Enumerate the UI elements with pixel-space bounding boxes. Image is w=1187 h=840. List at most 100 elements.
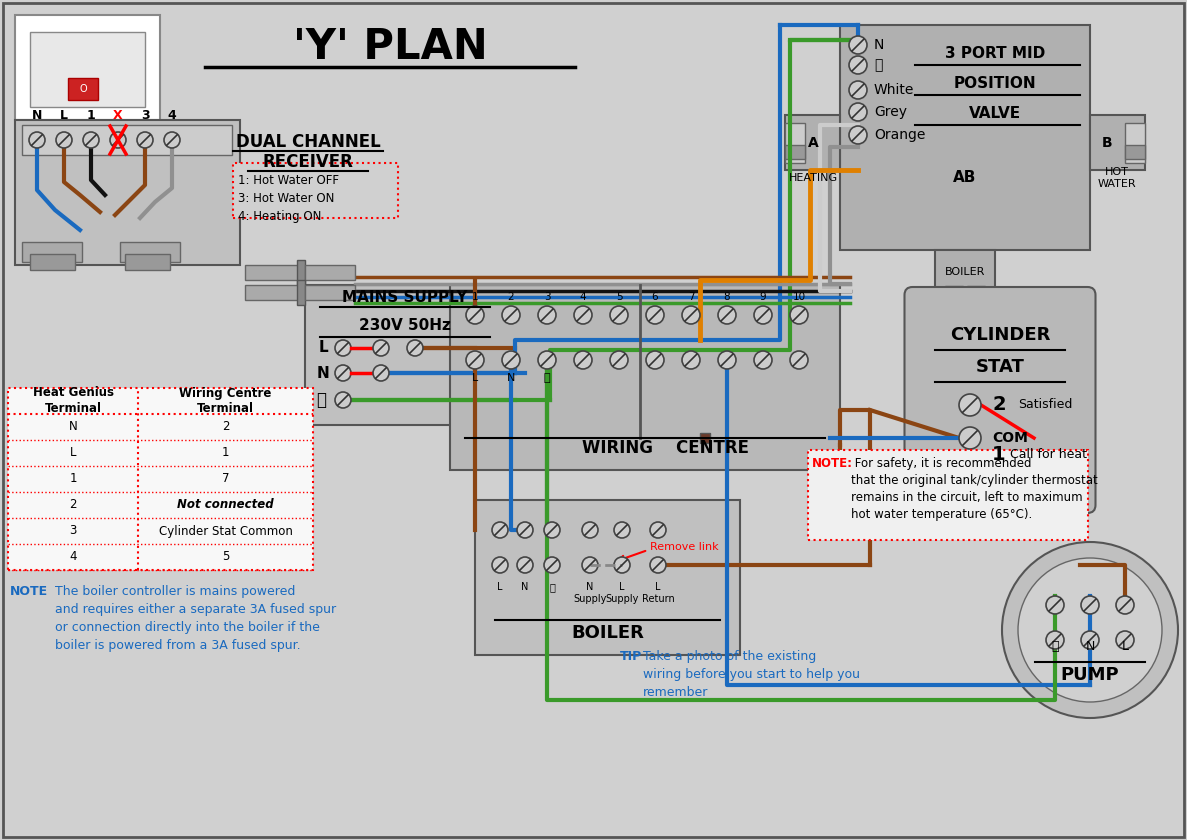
Text: 7: 7 [222,472,229,486]
Text: CYLINDER: CYLINDER [950,326,1050,344]
Circle shape [582,557,598,573]
Text: Call for heat: Call for heat [1010,449,1087,461]
Text: 2: 2 [508,292,514,302]
Circle shape [491,557,508,573]
Text: BOILER: BOILER [571,624,643,642]
FancyBboxPatch shape [245,285,300,300]
Circle shape [754,306,772,324]
Circle shape [683,351,700,369]
Text: L
Supply: L Supply [605,582,639,604]
Circle shape [646,351,664,369]
FancyBboxPatch shape [1090,115,1145,170]
Text: 1: Hot Water OFF
3: Hot Water ON
4: Heating ON: 1: Hot Water OFF 3: Hot Water ON 4: Heat… [239,174,339,223]
Circle shape [518,522,533,538]
FancyBboxPatch shape [125,254,170,270]
Circle shape [56,132,72,148]
Text: HEATING: HEATING [788,173,838,183]
Text: Orange: Orange [874,128,926,142]
Text: 1: 1 [87,109,95,122]
Text: Satisfied: Satisfied [1018,398,1072,412]
Text: O: O [80,84,87,94]
Circle shape [791,351,808,369]
Circle shape [466,306,484,324]
Text: HOT
WATER: HOT WATER [1098,167,1136,189]
Circle shape [502,306,520,324]
Circle shape [849,81,867,99]
FancyBboxPatch shape [68,78,99,100]
Text: STAT: STAT [976,358,1024,376]
Circle shape [137,132,153,148]
Text: 1: 1 [222,447,229,459]
Text: 230V 50Hz: 230V 50Hz [358,318,451,333]
Text: For safety, it is recommended
that the original tank/cylinder thermostat
remains: For safety, it is recommended that the o… [851,457,1098,521]
Text: BOILER: BOILER [945,267,985,277]
Circle shape [610,306,628,324]
Circle shape [538,351,556,369]
FancyBboxPatch shape [967,286,985,298]
Text: 3: 3 [141,109,150,122]
Text: 3: 3 [69,524,77,538]
Text: N
Supply: N Supply [573,582,607,604]
Text: Heat Genius
Terminal: Heat Genius Terminal [32,386,114,416]
Text: Cylinder Stat Common: Cylinder Stat Common [159,524,292,538]
FancyBboxPatch shape [945,286,963,298]
Circle shape [610,351,628,369]
Circle shape [1081,596,1099,614]
Circle shape [335,392,351,408]
Text: X: X [113,109,122,122]
Text: 4: 4 [69,550,77,564]
Circle shape [718,306,736,324]
Circle shape [164,132,180,148]
Text: L
Return: L Return [642,582,674,604]
FancyBboxPatch shape [297,280,305,305]
Circle shape [582,522,598,538]
Text: VALVE: VALVE [969,106,1021,120]
Text: 4: 4 [167,109,177,122]
Text: ⏚: ⏚ [1052,640,1059,653]
Circle shape [491,522,508,538]
Circle shape [1046,596,1064,614]
Circle shape [466,351,484,369]
FancyBboxPatch shape [305,285,355,300]
Circle shape [544,522,560,538]
FancyBboxPatch shape [23,242,82,262]
Text: Remove link: Remove link [650,542,718,552]
Circle shape [718,351,736,369]
FancyBboxPatch shape [15,15,160,120]
Text: WIRING    CENTRE: WIRING CENTRE [582,439,749,457]
FancyBboxPatch shape [1125,145,1145,159]
Text: L: L [497,582,503,592]
FancyBboxPatch shape [4,3,1183,837]
Circle shape [614,522,630,538]
Text: POSITION: POSITION [953,76,1036,91]
Text: 1: 1 [69,472,77,486]
Circle shape [754,351,772,369]
Circle shape [373,340,389,356]
Text: ⏚: ⏚ [550,582,556,592]
Text: RECEIVER: RECEIVER [262,153,354,171]
Text: N: N [521,582,528,592]
Text: A: A [807,136,818,150]
FancyBboxPatch shape [30,254,75,270]
Text: 4: 4 [579,292,586,302]
Text: ⏚: ⏚ [544,373,551,383]
Circle shape [1116,631,1134,649]
FancyBboxPatch shape [1125,123,1145,163]
FancyBboxPatch shape [8,388,313,570]
Text: 7: 7 [687,292,694,302]
Text: White: White [874,83,914,97]
Circle shape [1081,631,1099,649]
Circle shape [518,557,533,573]
FancyBboxPatch shape [233,163,398,218]
Text: ⏚: ⏚ [316,391,326,409]
Text: L: L [318,340,328,355]
Text: 3 PORT MID: 3 PORT MID [945,45,1045,60]
Text: 5: 5 [616,292,622,302]
Text: Take a photo of the existing
wiring before you start to help you
remember: Take a photo of the existing wiring befo… [643,650,861,699]
Circle shape [544,557,560,573]
Text: N: N [507,373,515,383]
Text: Grey: Grey [874,105,907,119]
Circle shape [650,557,666,573]
Circle shape [335,365,351,381]
Circle shape [1046,631,1064,649]
